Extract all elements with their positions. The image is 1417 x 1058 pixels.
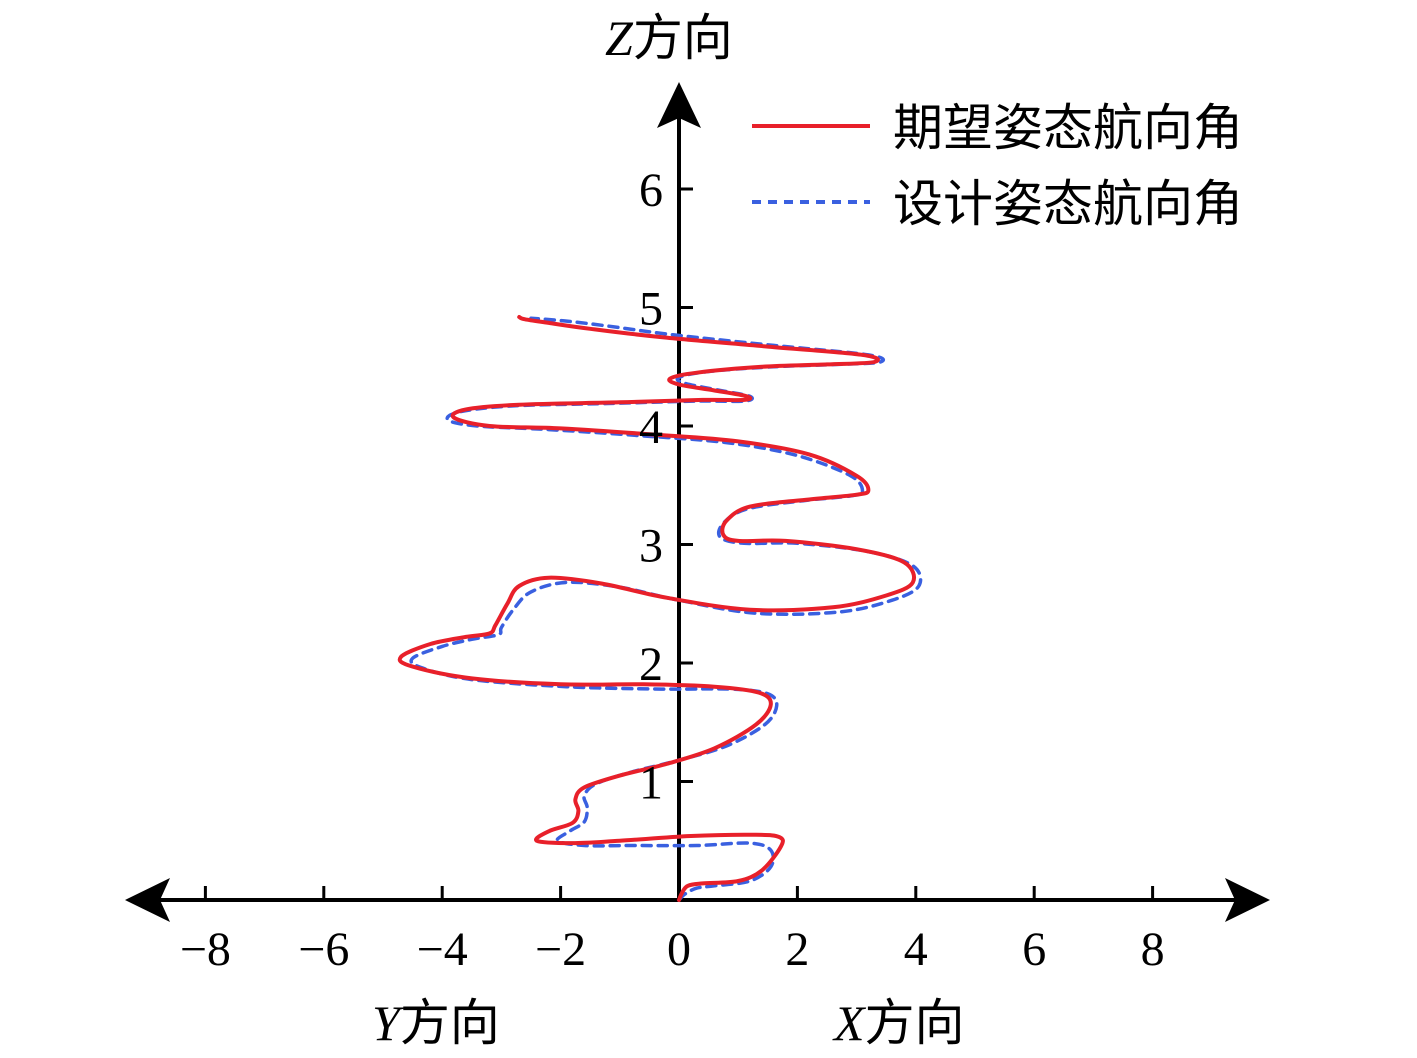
x-axis-title-var: X <box>832 995 867 1051</box>
legend-label-expected: 期望姿态航向角 <box>893 100 1243 156</box>
z-tick-label: 5 <box>639 283 663 336</box>
legend-label-designed: 设计姿态航向角 <box>893 176 1243 232</box>
x-axis-title: X方向 <box>832 995 965 1051</box>
z-tick-label: 3 <box>639 520 663 573</box>
x-tick-label: −6 <box>298 923 349 976</box>
up-arrowhead <box>657 82 701 128</box>
z-axis-title: Z方向 <box>605 10 733 66</box>
y-axis-title-text: 方向 <box>400 995 500 1051</box>
x-tick-label: 0 <box>667 923 691 976</box>
series-expected-heading-line <box>397 315 916 902</box>
axes <box>125 82 1270 922</box>
z-tick-label: 2 <box>639 638 663 691</box>
left-arrowhead <box>125 878 170 922</box>
x-axis-title-text: 方向 <box>865 995 965 1051</box>
x-tick-label: 8 <box>1141 923 1165 976</box>
y-axis-title-var: Y <box>372 995 405 1051</box>
x-tick-label: 6 <box>1022 923 1046 976</box>
z-tick-label: 1 <box>639 757 663 810</box>
x-tick-label: −8 <box>180 923 231 976</box>
x-tick-label: −4 <box>417 923 468 976</box>
z-axis-title-text: 方向 <box>633 10 733 66</box>
series-layer <box>397 315 923 902</box>
z-axis-title-var: Z <box>605 10 634 66</box>
legend: 期望姿态航向角 设计姿态航向角 <box>752 100 1243 232</box>
x-tick-label: 4 <box>904 923 928 976</box>
z-tick-label: 6 <box>639 164 663 217</box>
z-tick-label: 4 <box>639 401 663 454</box>
y-axis-title: Y方向 <box>372 995 500 1051</box>
x-tick-label: 2 <box>785 923 809 976</box>
x-tick-label: −2 <box>535 923 586 976</box>
right-arrowhead <box>1225 878 1270 922</box>
tick-labels: −8 −6 −4 −2 0 2 4 6 8 1 2 3 4 5 6 <box>180 164 1165 976</box>
